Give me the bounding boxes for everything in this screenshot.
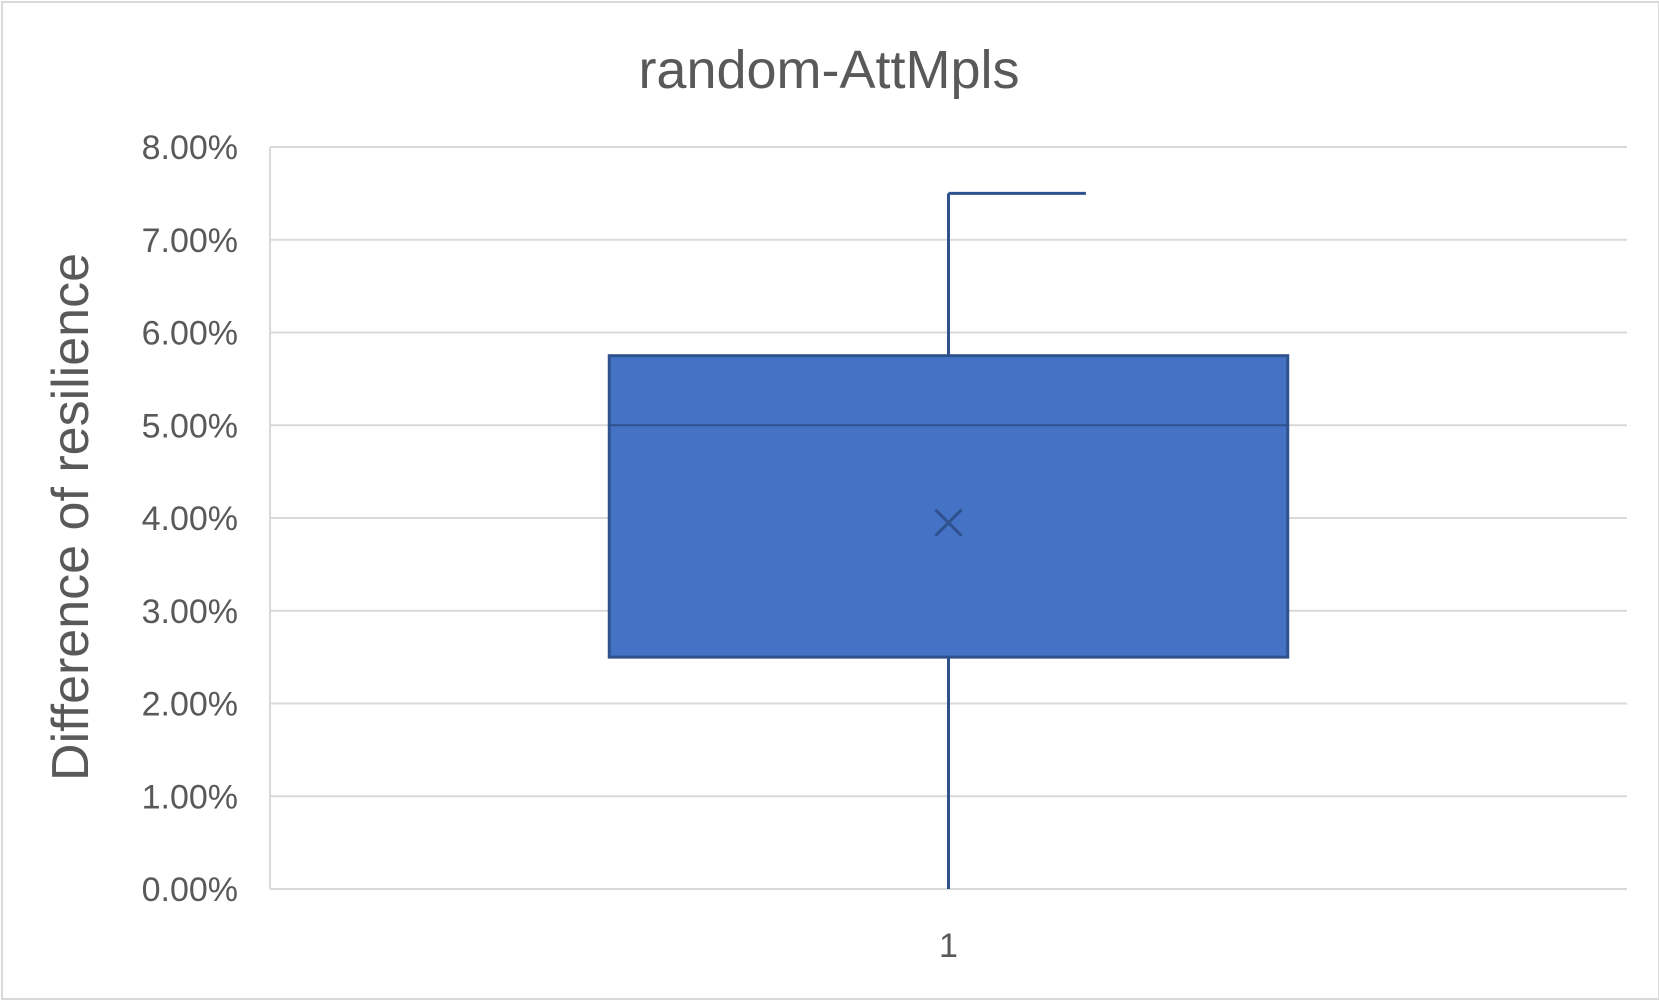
y-tick-label: 4.00% xyxy=(142,500,238,538)
y-tick-label: 2.00% xyxy=(142,686,238,724)
x-tick-label: 1 xyxy=(939,927,958,965)
y-tick-label: 3.00% xyxy=(142,593,238,631)
y-tick-label: 7.00% xyxy=(142,222,238,260)
x-axis-ticks: 1 xyxy=(939,927,958,965)
y-tick-label: 1.00% xyxy=(142,778,238,816)
y-tick-label: 0.00% xyxy=(142,871,238,909)
iqr-box xyxy=(607,354,1290,659)
mean-marker xyxy=(934,508,963,537)
y-axis-label: Difference of resilience xyxy=(42,253,100,781)
box-series xyxy=(607,191,1290,889)
y-tick-label: 6.00% xyxy=(142,315,238,353)
mean-marker-stroke xyxy=(934,508,963,537)
gridlines xyxy=(269,146,1627,890)
y-tick-label: 8.00% xyxy=(142,129,238,167)
chart-title: random-AttMpls xyxy=(638,40,1019,100)
y-axis-ticks: 0.00% 1.00% 2.00% 3.00% 4.00% 5.00% 6.00% 7.00%… xyxy=(142,129,238,909)
y-tick-label: 5.00% xyxy=(142,407,238,445)
